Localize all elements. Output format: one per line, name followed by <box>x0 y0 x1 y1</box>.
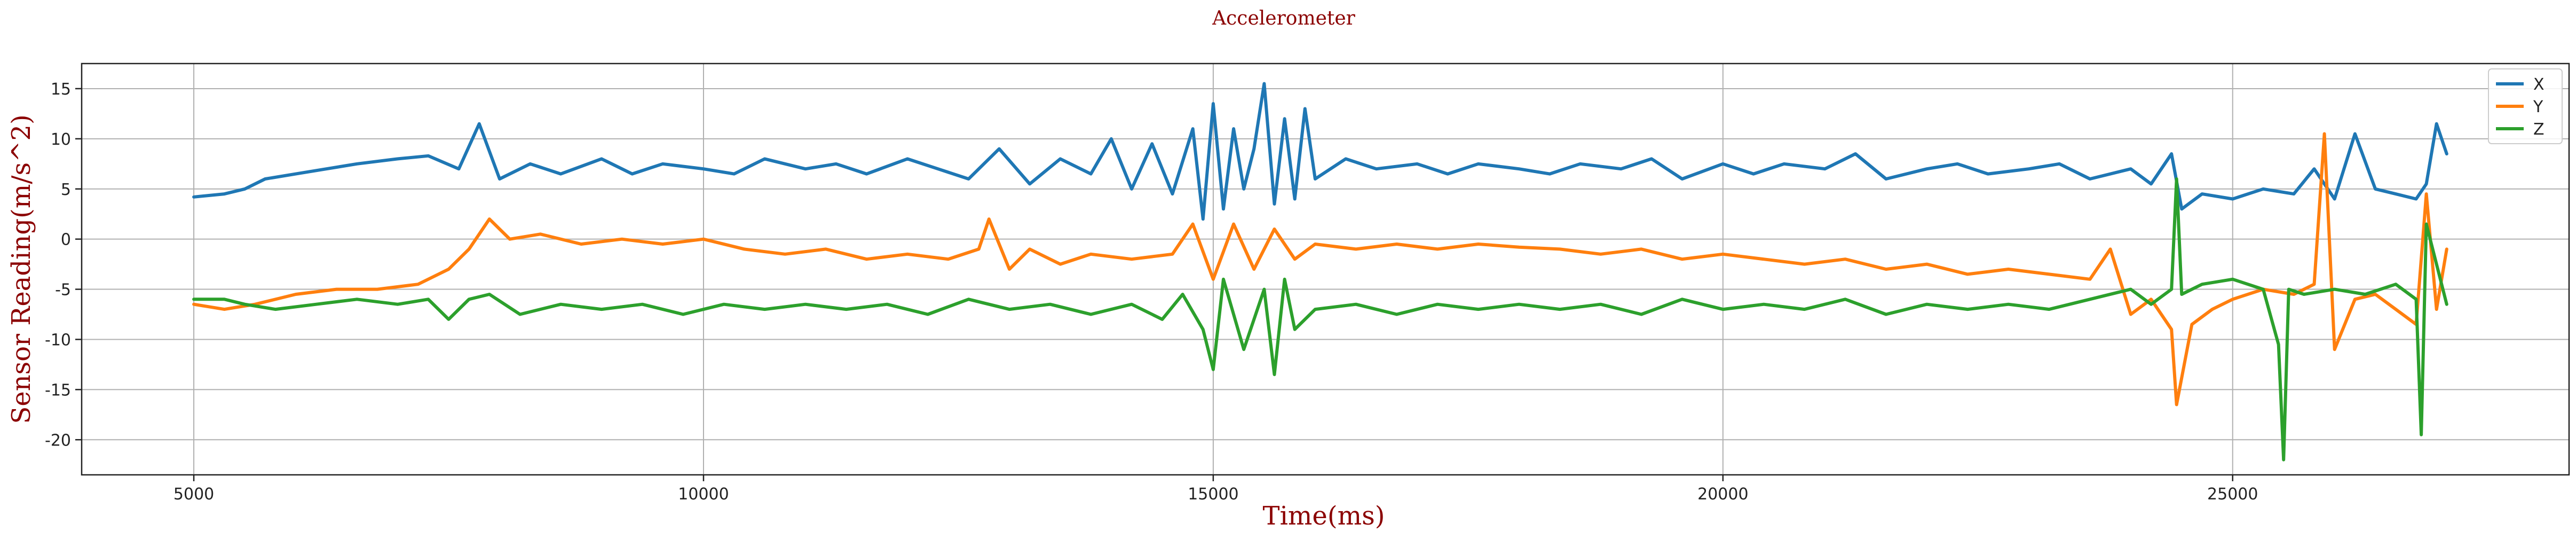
plot-frame <box>81 62 2570 476</box>
legend-box <box>2488 68 2563 144</box>
chart-title: Accelerometer <box>1212 7 1356 29</box>
series-line-y <box>192 132 2448 406</box>
legend-label-y: Y <box>2533 98 2543 116</box>
y-tick-label: 15 <box>51 80 71 99</box>
y-tick-label: 10 <box>51 130 71 149</box>
x-tick-label: 10000 <box>678 485 729 504</box>
plot-area <box>192 82 2448 461</box>
y-tick-label: 5 <box>61 181 71 199</box>
y-tick-label: 0 <box>61 231 71 249</box>
grid-layer <box>82 64 2569 475</box>
legend-label-z: Z <box>2533 120 2545 139</box>
series-line-x <box>192 82 2448 221</box>
y-tick-label: -10 <box>45 331 71 349</box>
x-tick-label: 20000 <box>1697 485 1748 504</box>
y-axis-label: Sensor Reading(m/s^2) <box>6 114 36 424</box>
x-tick-label: 5000 <box>173 485 214 504</box>
x-axis-label: Time(ms) <box>1263 501 1385 531</box>
y-tick-label: -15 <box>45 381 71 400</box>
x-tick-label: 15000 <box>1188 485 1238 504</box>
legend: XYZ <box>2488 68 2563 144</box>
y-tick-label: -20 <box>45 431 71 450</box>
y-tick-label: -5 <box>55 281 71 300</box>
series-line-z <box>192 177 2448 461</box>
tick-layer: 5000 10000 15000 20000 25000 15 10 5 0 -5 -10 -15 -2… <box>45 80 2258 504</box>
x-tick-label: 25000 <box>2207 485 2258 504</box>
legend-label-x: X <box>2533 75 2545 94</box>
